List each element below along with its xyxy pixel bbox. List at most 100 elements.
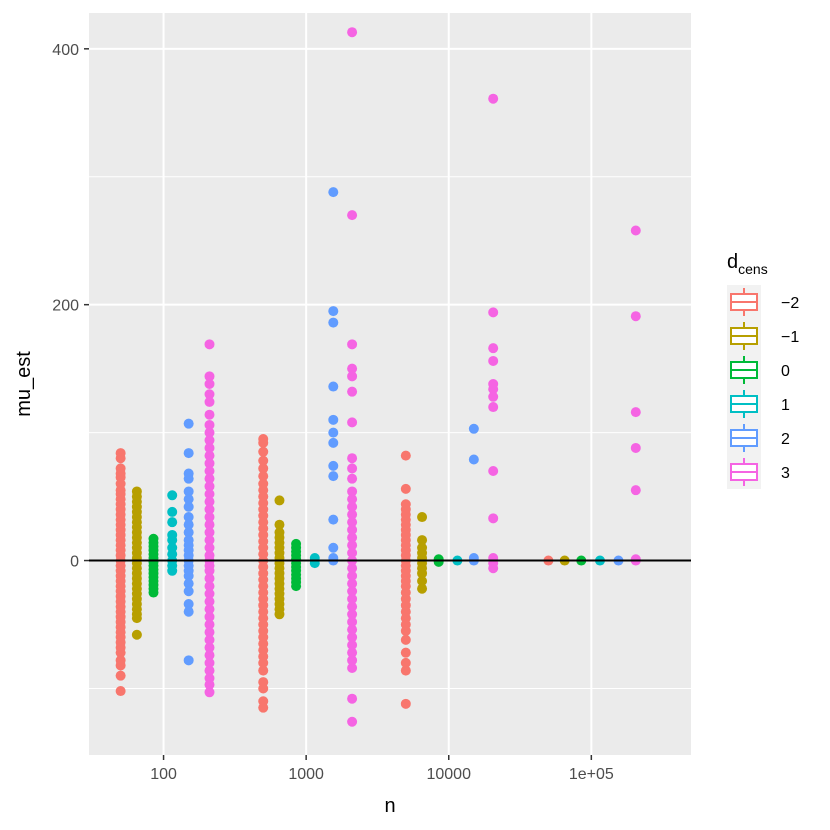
data-point [204,465,215,476]
data-point [347,663,358,674]
data-point [204,657,215,668]
data-point [258,665,269,676]
data-point [347,655,358,666]
data-point [417,535,428,546]
data-point [204,604,215,615]
data-point [328,514,339,525]
data-point [183,486,194,497]
data-point [115,647,126,658]
data-point [204,389,215,400]
data-point [204,611,215,622]
data-point [328,542,339,553]
data-points [115,27,641,727]
data-point [204,496,215,507]
data-point [347,463,358,474]
data-point [204,473,215,484]
data-point [328,471,339,482]
data-point [291,581,302,592]
data-point [183,494,194,505]
data-point [347,27,358,38]
data-point [204,442,215,453]
legend-items: −2 −1 0 1 2 3 [727,285,799,489]
legend-label: 1 [781,397,790,414]
data-point [204,419,215,430]
data-point [347,524,358,535]
data-point [488,563,499,574]
data-point [347,716,358,727]
data-point [347,547,358,558]
data-point [258,702,269,713]
data-point [347,586,358,597]
legend-item: −2 [727,285,799,319]
data-point [204,481,215,492]
x-tick-label: 10000 [426,766,471,783]
data-point [167,535,178,546]
data-point [417,576,428,587]
legend-item: 2 [727,421,790,455]
data-point [183,570,194,581]
y-tick-label: 0 [70,554,79,571]
data-point [204,642,215,653]
data-point [183,448,194,459]
data-point [347,624,358,635]
data-point [131,613,142,624]
data-point [347,210,358,221]
data-point [417,583,428,594]
data-point [630,407,641,418]
legend-item: 3 [727,455,790,489]
data-point [630,485,641,496]
data-point [115,686,126,697]
data-point [328,414,339,425]
data-point [347,540,358,551]
data-point [183,586,194,597]
data-point [328,460,339,471]
legend-item: −1 [727,319,799,353]
data-point [630,554,641,565]
data-point [204,458,215,469]
legend-label: 3 [781,465,790,482]
data-point [204,588,215,599]
data-point [204,396,215,407]
data-point [400,698,411,709]
data-point [347,578,358,589]
data-point [400,657,411,668]
data-point [204,650,215,661]
legend-label: 2 [781,431,790,448]
data-point [468,423,479,434]
y-tick-label: 400 [52,42,79,59]
data-point [347,501,358,512]
legend-label: −2 [781,295,799,312]
y-axis-title: mu_est [13,351,35,417]
data-point [183,418,194,429]
data-point [347,494,358,505]
legend-item: 1 [727,387,790,421]
data-point [347,570,358,581]
data-point [347,371,358,382]
data-point [204,435,215,446]
data-point [204,542,215,553]
data-point [204,527,215,538]
data-point [204,581,215,592]
data-point [183,512,194,523]
data-point [347,363,358,374]
data-point [347,616,358,627]
legend-title-sub: cens [738,261,768,277]
data-point [258,463,269,474]
data-point [328,437,339,448]
data-point [630,311,641,322]
x-axis-title: n [384,795,395,817]
data-point [347,609,358,620]
data-point [347,593,358,604]
data-point [347,453,358,464]
data-point [148,587,159,598]
legend-item: 0 [727,353,790,387]
y-tick-label: 200 [52,298,79,315]
data-point [274,609,285,620]
data-point [204,489,215,500]
data-point [204,627,215,638]
data-point [167,490,178,501]
data-point [328,317,339,328]
data-point [347,339,358,350]
data-point [347,517,358,528]
